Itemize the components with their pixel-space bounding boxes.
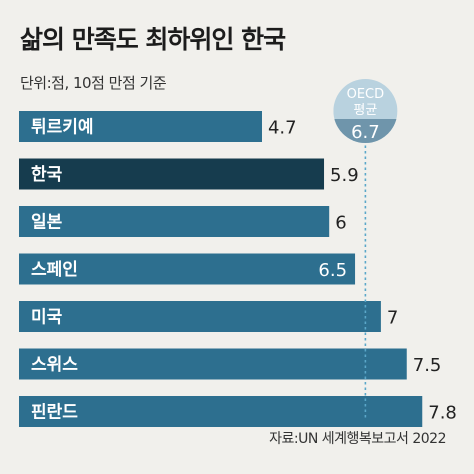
bar [19, 206, 330, 237]
bar-group: 미국 7 [19, 301, 398, 332]
bar-category-label: 튀르키예 [31, 118, 94, 138]
bar-category-label: 한국 [31, 165, 63, 185]
bar-category-label: 핀란드 [31, 403, 78, 423]
oecd-average-badge [333, 79, 398, 143]
bar [19, 253, 356, 285]
bar-category-label: 스페인 [31, 260, 78, 280]
bar-value-label: 6.5 [318, 260, 347, 281]
bar [19, 348, 407, 380]
bar-value-label: 7.5 [413, 355, 442, 376]
chart-title: 삶의 만족도 최하위인 한국 [20, 25, 286, 54]
bar-category-label: 스위스 [31, 355, 78, 375]
unit-note: 단위:점, 10점 만점 기준 [20, 74, 167, 92]
bar-value-label: 5.9 [330, 165, 359, 186]
bar-category-label: 일본 [31, 213, 63, 233]
bar-value-label: 4.7 [268, 118, 297, 139]
bar [19, 301, 381, 332]
bar-value-label: 7 [387, 308, 398, 329]
oecd-label: OECD [347, 87, 385, 102]
oecd-average-value: 6.7 [351, 122, 380, 143]
source-note: 자료:UN 세계행복보고서 2022 [269, 431, 446, 447]
bar-value-label: 6 [335, 213, 346, 234]
bar [19, 158, 325, 190]
bar-group: 일본 6 [19, 206, 347, 237]
bar-group: 핀란드 7.8 [19, 396, 457, 427]
bar-group: 스위스 7.5 [19, 348, 442, 380]
bar-value-label: 7.8 [428, 403, 457, 424]
bar [19, 111, 262, 142]
bar-group: 튀르키예 4.7 [19, 111, 297, 142]
average-label: 평균 [353, 103, 377, 118]
bar [19, 396, 423, 427]
bar-group: 스페인 6.5 [19, 253, 356, 285]
bar-group: 한국 5.9 [19, 158, 359, 190]
bar-category-label: 미국 [31, 308, 63, 328]
bars-layer: 튀르키예 4.7 한국 5.9 일본 6 스페인 6.5 미국 7 스위스 7.5 핀란드 7.8 [19, 111, 457, 427]
